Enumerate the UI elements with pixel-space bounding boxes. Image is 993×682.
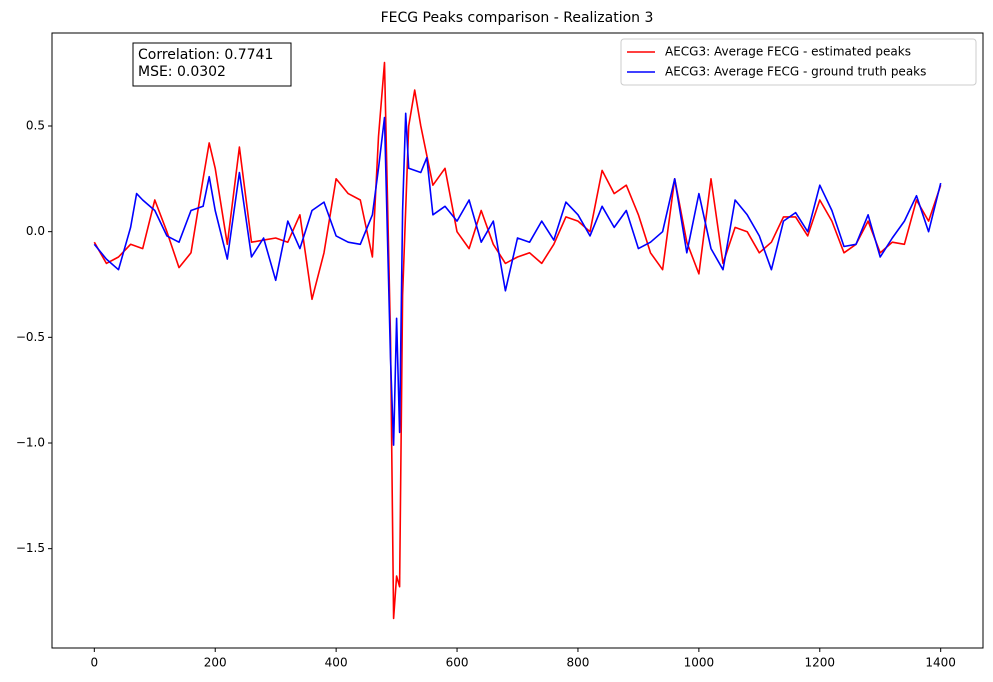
annotation-box	[132, 42, 292, 87]
x-tick-label: 1000	[684, 656, 715, 670]
annotation-text: MSE: 0.0302	[138, 64, 226, 80]
x-tick-label: 200	[204, 656, 227, 670]
x-tick-label: 0	[90, 656, 98, 670]
y-tick-label: 0.0	[26, 224, 45, 238]
x-tick-label: 600	[446, 656, 469, 670]
line-series	[93, 61, 942, 620]
y-tick-label: −0.5	[16, 330, 45, 344]
chart-title: FECG Peaks comparison - Realization 3	[381, 10, 654, 26]
line-series	[93, 112, 942, 446]
x-tick-label: 1400	[925, 656, 956, 670]
legend-label: AECG3: Average FECG - ground truth peaks	[665, 65, 926, 79]
y-tick-label: −1.0	[16, 436, 45, 450]
plot-frame	[51, 32, 984, 649]
x-tick-label: 1200	[804, 656, 835, 670]
legend-label: AECG3: Average FECG - estimated peaks	[665, 45, 911, 59]
annotation-text: Correlation: 0.7741	[138, 47, 273, 63]
legend-box	[620, 38, 977, 86]
y-tick-label: 0.5	[26, 118, 45, 132]
y-tick-label: −1.5	[16, 541, 45, 555]
x-tick-label: 400	[325, 656, 348, 670]
x-tick-label: 800	[567, 656, 590, 670]
